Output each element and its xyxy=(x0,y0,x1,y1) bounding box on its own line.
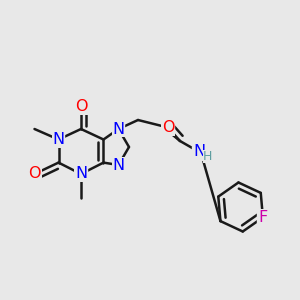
Text: N: N xyxy=(194,144,206,159)
Bar xyxy=(257,212,269,223)
Text: N: N xyxy=(75,167,87,182)
Bar xyxy=(75,168,87,180)
Bar xyxy=(113,123,124,135)
Bar xyxy=(113,159,124,171)
Bar xyxy=(53,134,64,145)
Text: F: F xyxy=(258,210,268,225)
Bar xyxy=(29,168,40,180)
Text: N: N xyxy=(112,158,124,172)
Bar xyxy=(162,122,174,133)
Text: O: O xyxy=(162,120,174,135)
Text: O: O xyxy=(28,167,41,182)
Text: H: H xyxy=(203,149,212,163)
Bar xyxy=(75,101,87,112)
Text: N: N xyxy=(112,122,124,136)
Text: N: N xyxy=(52,132,64,147)
Text: O: O xyxy=(75,99,87,114)
Bar xyxy=(192,146,210,160)
